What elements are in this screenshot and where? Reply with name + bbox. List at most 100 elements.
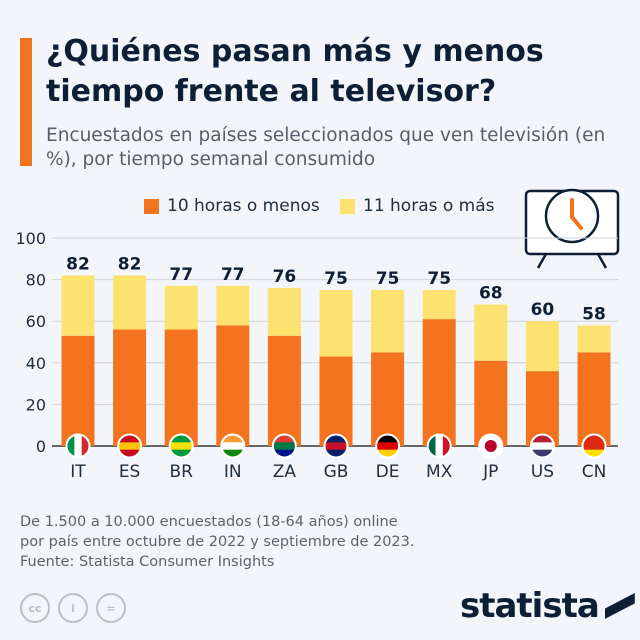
bar-segment-11h — [319, 290, 353, 357]
flag-stripe — [435, 435, 444, 457]
mexico-flag-icon — [426, 433, 452, 459]
bar-segment-10h — [371, 352, 405, 446]
total-label: 60 — [531, 300, 555, 320]
bar-segment-11h — [267, 287, 301, 336]
flag-stripe — [273, 435, 296, 443]
bar-segment-11h — [216, 285, 250, 326]
bar-segment-10h — [422, 319, 456, 446]
bar-segment-11h — [371, 290, 405, 353]
japan-flag-icon — [478, 433, 504, 459]
flag-body — [583, 435, 605, 457]
flag-stripe — [325, 449, 347, 457]
flag-stripe — [81, 435, 89, 457]
bar-segment-10h — [319, 356, 353, 446]
bar-segment-11h — [61, 275, 95, 336]
total-label: 58 — [582, 304, 606, 324]
x-tick-label: ES — [119, 462, 141, 482]
bar-segment-11h — [577, 325, 611, 353]
x-tick-label: DE — [376, 462, 400, 482]
x-tick-label: JP — [482, 462, 498, 482]
tv-clock-icon — [524, 188, 620, 269]
total-label: 82 — [118, 254, 142, 274]
flag-stripe — [531, 435, 554, 443]
flag-border — [323, 433, 349, 459]
total-label: 68 — [479, 284, 503, 304]
flag-body — [273, 435, 296, 457]
flag-stripe — [376, 449, 399, 457]
bar-segment-10h — [267, 335, 301, 446]
flag-stripe — [376, 442, 399, 451]
legend-swatch — [144, 198, 159, 214]
flag-body — [428, 435, 451, 457]
footer-line: por país entre octubre de 2022 y septiem… — [20, 534, 415, 550]
flag-stripe — [118, 449, 141, 457]
flag-border — [271, 433, 297, 459]
flag-stripe — [221, 442, 244, 451]
footer-notes: De 1.500 a 10.000 encuestados (18-64 año… — [20, 512, 415, 572]
x-tick-label: CN — [582, 462, 607, 482]
flag-stripe — [273, 442, 296, 451]
legend-item-10h: 10 horas o menos — [144, 196, 320, 216]
brazil-flag-icon — [168, 433, 194, 459]
flag-stripe — [118, 435, 141, 443]
bar-segment-11h — [525, 321, 559, 372]
y-tick-label: 100 — [15, 229, 46, 248]
cc-icon[interactable]: cc — [20, 593, 50, 623]
india-flag-icon — [220, 433, 246, 459]
bar-segment-10h — [164, 329, 198, 446]
y-tick-label: 80 — [26, 271, 46, 290]
flag-stripe — [583, 435, 605, 443]
flag-body — [325, 435, 347, 457]
flag-body — [531, 435, 554, 457]
usa-flag-icon — [529, 433, 555, 459]
page-title: ¿Quiénes pasan más y menos tiempo frente… — [46, 34, 544, 109]
flag-body — [479, 435, 502, 457]
cc-nd-icon[interactable]: = — [96, 593, 126, 623]
flag-stripe — [325, 442, 347, 451]
flag-stripe — [428, 435, 437, 457]
bar-segment-11h — [474, 304, 508, 361]
flag-stripe — [583, 449, 605, 457]
flag-disc — [484, 440, 497, 452]
bar-segment-10h — [577, 352, 611, 446]
flag-body — [376, 435, 399, 457]
legend-swatch — [340, 198, 355, 214]
flag-body — [118, 435, 141, 457]
y-tick-label: 40 — [26, 354, 46, 373]
flag-stripe — [531, 449, 554, 457]
x-tick-label: US — [531, 462, 554, 482]
cc-by-icon[interactable]: i — [58, 593, 88, 623]
china-flag-icon — [581, 433, 607, 459]
flag-border — [375, 433, 401, 459]
germany-flag-icon — [375, 433, 401, 459]
total-label: 77 — [221, 265, 245, 285]
x-tick-label: IN — [224, 462, 242, 482]
flag-stripe — [74, 435, 83, 457]
flag-border — [168, 433, 194, 459]
flag-border — [65, 433, 91, 459]
flag-stripe — [221, 435, 244, 443]
flag-border — [529, 433, 555, 459]
bar-segment-11h — [113, 275, 147, 330]
x-tick-label: GB — [324, 462, 349, 482]
italy-flag-icon — [65, 433, 91, 459]
flag-stripe — [221, 449, 244, 457]
statista-logo[interactable]: statista — [460, 586, 635, 626]
bar-segment-10h — [113, 329, 147, 446]
bar-segment-10h — [474, 360, 508, 446]
legend-item-11h: 11 horas o más — [340, 196, 495, 216]
flag-border — [478, 433, 504, 459]
total-label: 75 — [324, 269, 348, 289]
y-tick-label: 0 — [36, 437, 46, 456]
legend-label: 10 horas o menos — [167, 196, 320, 216]
flag-border — [220, 433, 246, 459]
flag-stripe — [325, 435, 347, 443]
footer-line: De 1.500 a 10.000 encuestados (18-64 año… — [20, 514, 398, 530]
bar-segment-10h — [216, 325, 250, 446]
flag-stripe — [67, 435, 75, 457]
south-africa-flag-icon — [271, 433, 297, 459]
page-subtitle: Encuestados en países seleccionados que … — [46, 125, 606, 170]
total-label: 82 — [66, 254, 90, 274]
flag-stripe — [170, 442, 193, 451]
flag-stripe — [170, 449, 193, 457]
